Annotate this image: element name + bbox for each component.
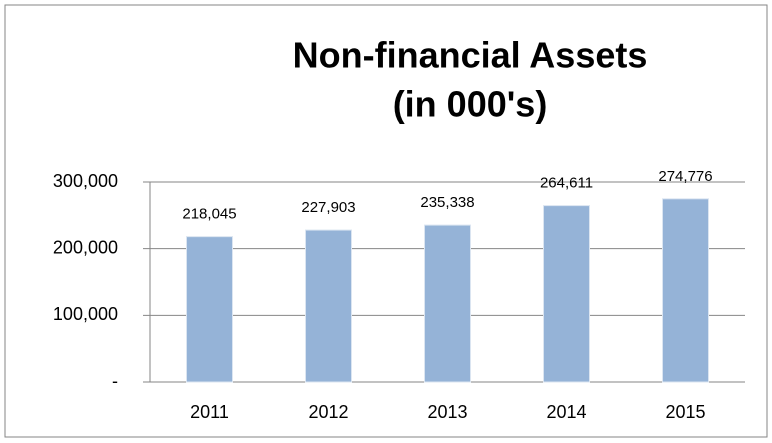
data-label: 274,776 <box>658 168 712 185</box>
y-tick-label: 300,000 <box>53 171 118 191</box>
chart-title: Non-financial Assets <box>293 35 648 76</box>
data-label: 218,045 <box>182 206 236 223</box>
y-tick-label: 100,000 <box>53 304 118 324</box>
x-tick-label: 2012 <box>308 402 348 422</box>
bar <box>424 224 471 383</box>
x-tick-label: 2013 <box>427 402 467 422</box>
y-tick-label: - <box>112 371 118 391</box>
data-label: 227,903 <box>301 199 355 216</box>
bar <box>543 205 590 383</box>
x-tick-label: 2011 <box>190 402 229 422</box>
chart-title: (in 000's) <box>393 84 548 125</box>
x-tick-label: 2015 <box>665 402 705 422</box>
y-tick-label: 200,000 <box>53 237 118 257</box>
bar <box>305 229 352 383</box>
bar <box>662 198 709 383</box>
data-label: 264,611 <box>540 175 593 192</box>
x-tick-label: 2014 <box>546 402 586 422</box>
bar <box>186 236 233 383</box>
chart-border <box>4 4 768 438</box>
data-label: 235,338 <box>420 194 474 211</box>
